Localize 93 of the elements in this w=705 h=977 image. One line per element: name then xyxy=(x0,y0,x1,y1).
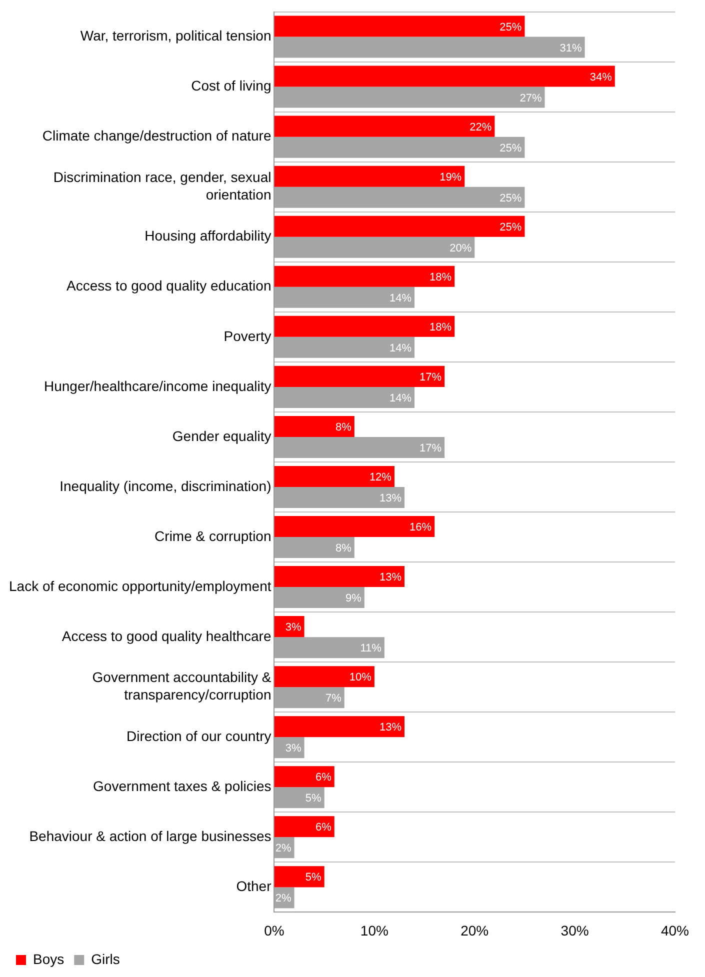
bar xyxy=(274,787,324,808)
y-tick-label: Hunger/healthcare/income inequality xyxy=(44,378,272,394)
y-tick-label: Other xyxy=(236,878,272,894)
data-label: 9% xyxy=(346,592,362,605)
data-label: 19% xyxy=(440,171,462,184)
data-label: 8% xyxy=(335,542,352,555)
bar xyxy=(274,166,465,187)
x-tick-label: 20% xyxy=(460,922,489,938)
data-label: 13% xyxy=(379,722,402,734)
y-tick-label: Government accountability & transparency/corruption xyxy=(92,669,272,703)
data-label: 3% xyxy=(285,742,302,755)
y-tick-label: Housing affordability xyxy=(144,228,272,244)
bar xyxy=(274,486,404,508)
x-tick-label: 40% xyxy=(660,922,690,938)
bar xyxy=(274,466,394,487)
y-tick-label: Crime & corruption xyxy=(154,528,272,544)
y-tick-label: Access to good quality education xyxy=(66,278,272,294)
x-tick-label: 10% xyxy=(360,922,388,938)
bar xyxy=(274,687,344,708)
data-label: 25% xyxy=(500,21,522,34)
y-tick-label: Discrimination race, gender, sexual orientation xyxy=(53,168,272,202)
bar xyxy=(274,16,525,37)
data-label: 31% xyxy=(560,42,582,54)
data-label: 14% xyxy=(389,392,412,404)
data-label: 18% xyxy=(430,271,452,284)
bar xyxy=(274,66,615,87)
data-label: 5% xyxy=(305,872,322,884)
bar xyxy=(274,366,445,387)
y-tick-label: Access to good quality healthcare xyxy=(62,628,272,644)
bar xyxy=(274,36,585,58)
y-tick-label: War, terrorism, political tension xyxy=(80,28,272,44)
y-tick-label: Government taxes & policies xyxy=(93,778,272,794)
bar xyxy=(274,566,404,588)
x-tick-label: 30% xyxy=(560,922,589,938)
bar xyxy=(274,136,525,158)
bar xyxy=(274,637,384,658)
bar xyxy=(274,266,455,287)
data-label: 7% xyxy=(325,692,342,705)
bar xyxy=(274,436,445,458)
bar xyxy=(274,316,455,337)
bar xyxy=(274,386,415,408)
data-label: 3% xyxy=(285,622,302,634)
bar xyxy=(274,336,415,358)
bar xyxy=(274,716,404,738)
bar xyxy=(274,236,475,258)
data-label: 2% xyxy=(275,842,292,855)
data-label: 20% xyxy=(450,242,472,254)
data-label: 5% xyxy=(305,792,322,805)
bar xyxy=(274,116,495,137)
data-label: 2% xyxy=(275,892,292,905)
y-tick-label: Gender equality xyxy=(172,428,272,444)
legend-label: Girls xyxy=(91,950,120,967)
data-label: 18% xyxy=(430,321,452,334)
bar xyxy=(274,587,364,608)
bar xyxy=(274,286,415,308)
bar xyxy=(274,186,525,208)
bar xyxy=(274,537,354,558)
y-tick-label: Cost of living xyxy=(191,78,272,94)
data-label: 25% xyxy=(500,142,522,154)
data-label: 13% xyxy=(379,492,402,505)
data-label: 27% xyxy=(520,92,542,104)
data-label: 17% xyxy=(420,371,442,384)
data-label: 16% xyxy=(410,522,432,534)
data-label: 11% xyxy=(360,642,382,655)
y-tick-label: Poverty xyxy=(224,328,272,344)
legend-label: Boys xyxy=(33,950,64,967)
data-label: 25% xyxy=(500,192,522,204)
data-label: 14% xyxy=(389,342,412,354)
y-tick-label: Climate change/destruction of nature xyxy=(42,128,272,144)
data-label: 22% xyxy=(470,121,492,134)
data-label: 17% xyxy=(420,442,442,454)
data-label: 6% xyxy=(315,822,332,834)
y-tick-label: Lack of economic opportunity/employment xyxy=(8,578,272,594)
data-label: 12% xyxy=(369,472,392,484)
bar xyxy=(274,766,334,788)
bar xyxy=(274,86,545,108)
data-label: 6% xyxy=(315,772,332,784)
data-label: 14% xyxy=(389,292,412,304)
x-tick-label: 0% xyxy=(264,922,284,938)
bar xyxy=(274,416,354,437)
data-label: 8% xyxy=(335,421,352,434)
y-tick-label: Behaviour & action of large businesses xyxy=(29,828,272,844)
bar xyxy=(274,816,334,838)
y-tick-label: Direction of our country xyxy=(126,728,272,744)
data-label: 25% xyxy=(500,221,522,234)
bar xyxy=(274,216,525,237)
bar xyxy=(274,516,435,538)
data-label: 10% xyxy=(349,672,372,684)
data-label: 34% xyxy=(590,71,612,84)
bar xyxy=(274,866,324,888)
data-label: 13% xyxy=(379,572,402,584)
bar xyxy=(274,666,374,688)
y-tick-label: Inequality (income, discrimination) xyxy=(60,478,272,494)
